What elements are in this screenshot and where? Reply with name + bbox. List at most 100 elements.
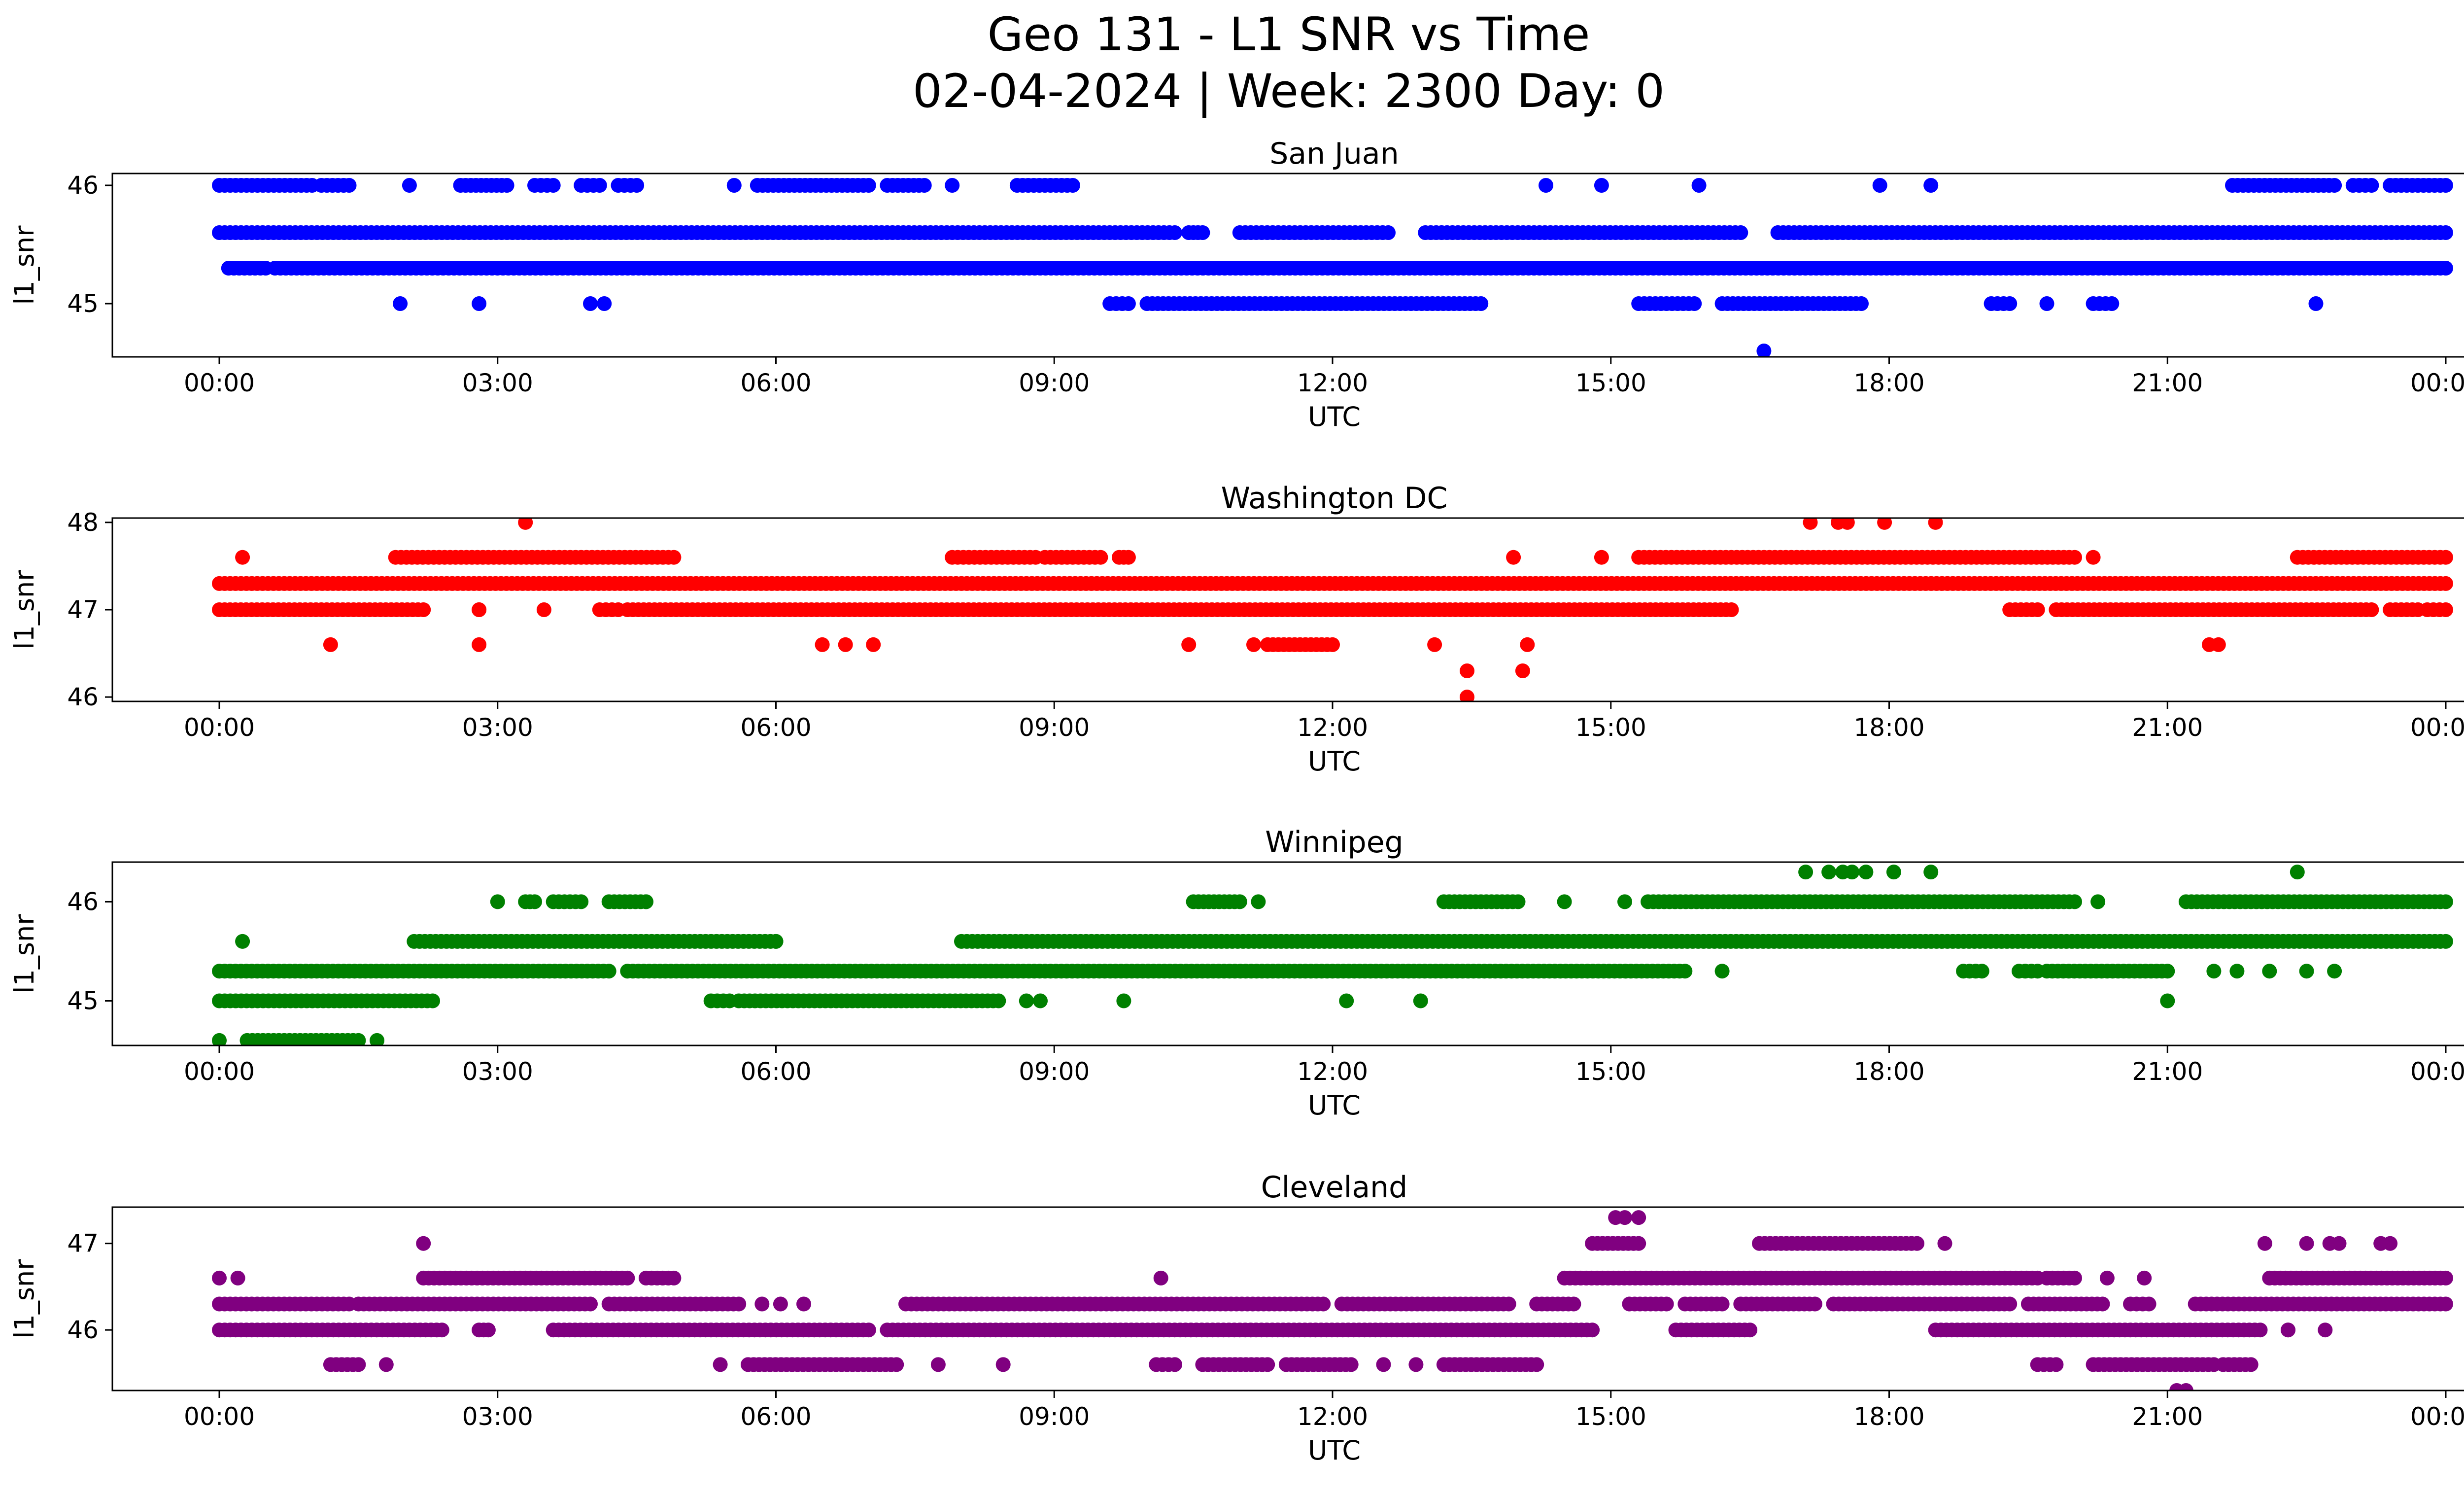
data-points	[212, 178, 2453, 357]
data-point	[2318, 1322, 2333, 1338]
data-point	[1798, 865, 1814, 880]
data-point	[1033, 993, 1048, 1008]
data-point	[1232, 894, 1247, 909]
x-tick-label: 03:00	[462, 369, 533, 397]
data-point	[235, 934, 250, 949]
data-point	[1923, 865, 1939, 880]
data-point	[416, 1236, 431, 1251]
data-point	[2438, 178, 2453, 193]
x-tick-label: 15:00	[1575, 1057, 1646, 1086]
data-point	[2039, 296, 2054, 311]
data-point	[472, 637, 487, 652]
x-tick-label: 00:00	[2410, 1402, 2464, 1431]
x-axis-label: UTC	[1308, 401, 1361, 432]
data-point	[583, 296, 598, 311]
data-point	[2438, 1296, 2453, 1312]
data-point	[1473, 296, 1489, 311]
subplot-3: Cleveland 00:00 03:00 06:00 09:00 12:00 15:00 1…	[9, 1170, 2464, 1466]
data-point	[1714, 1296, 1730, 1312]
x-tick-label: 09:00	[1019, 713, 1090, 742]
data-point	[1714, 964, 1730, 979]
data-point	[370, 1033, 384, 1045]
x-tick-label: 09:00	[1019, 1402, 1090, 1431]
data-point	[2229, 964, 2245, 979]
data-point	[1515, 663, 1530, 678]
x-tick-label: 03:00	[462, 1057, 533, 1086]
x-tick-label: 12:00	[1297, 713, 1368, 742]
data-point	[2160, 993, 2175, 1008]
data-point	[1872, 178, 1887, 193]
data-point	[1677, 964, 1693, 979]
y-tick-label: 48	[67, 508, 99, 537]
x-tick-label: 15:00	[1575, 1402, 1646, 1431]
data-point	[212, 1033, 227, 1045]
data-point	[2331, 1236, 2347, 1251]
data-point	[2257, 1236, 2272, 1251]
data-point	[1724, 602, 1739, 617]
data-point	[2206, 964, 2222, 979]
data-point	[1691, 178, 1707, 193]
data-point	[861, 178, 876, 193]
subplot-0: San Juan 00:00 03:00 06:00 09:00 12:00 15:00 18…	[9, 137, 2464, 432]
data-point	[638, 894, 653, 909]
data-point	[1343, 1357, 1359, 1372]
data-point	[1539, 178, 1553, 193]
data-point	[1153, 1270, 1168, 1286]
x-tick-label: 12:00	[1297, 1057, 1368, 1086]
data-point	[2067, 550, 2082, 565]
data-point	[2308, 296, 2324, 311]
x-tick-label: 21:00	[2132, 713, 2203, 742]
data-point	[472, 602, 487, 617]
data-point	[393, 296, 408, 311]
data-point	[773, 1296, 788, 1312]
data-point	[2364, 602, 2379, 617]
data-point	[1325, 637, 1340, 652]
data-point	[2299, 1236, 2314, 1251]
data-point	[2438, 934, 2453, 949]
data-point	[402, 178, 417, 193]
y-tick-label: 47	[67, 595, 99, 624]
data-point	[1501, 1296, 1516, 1312]
y-tick-label: 46	[67, 887, 99, 916]
data-point	[2049, 1357, 2064, 1372]
data-point	[480, 1322, 496, 1338]
data-point	[212, 1270, 227, 1286]
data-point	[342, 178, 357, 193]
data-point	[2178, 1383, 2193, 1391]
data-point	[768, 934, 784, 949]
x-tick-label: 00:00	[184, 1057, 255, 1086]
data-point	[1506, 550, 1521, 565]
data-point	[546, 178, 561, 193]
data-point	[434, 1322, 449, 1338]
data-point	[2090, 894, 2106, 909]
x-tick-label: 21:00	[2132, 1057, 2203, 1086]
y-tick-label: 46	[67, 683, 99, 711]
data-point	[995, 1357, 1011, 1372]
data-point	[1065, 178, 1080, 193]
data-point	[620, 1270, 635, 1286]
data-point	[592, 178, 607, 193]
x-tick-label: 09:00	[1019, 1057, 1090, 1086]
data-point	[2211, 637, 2226, 652]
x-tick-label: 18:00	[1853, 1402, 1924, 1431]
x-tick-label: 21:00	[2132, 369, 2203, 397]
data-point	[597, 296, 612, 311]
x-tick-label: 00:00	[184, 369, 255, 397]
x-axis-label: UTC	[1308, 1435, 1361, 1466]
data-point	[601, 964, 616, 979]
data-point	[889, 1357, 904, 1372]
data-point	[527, 894, 542, 909]
data-point	[2438, 602, 2453, 617]
data-point	[1631, 1236, 1646, 1251]
data-point	[1854, 296, 1869, 311]
data-point	[1381, 225, 1396, 240]
data-point	[796, 1296, 811, 1312]
data-point	[1460, 663, 1474, 678]
data-point	[731, 1296, 747, 1312]
data-point	[1376, 1357, 1391, 1372]
data-point	[1520, 637, 1535, 652]
data-point	[2002, 296, 2018, 311]
data-point	[991, 993, 1006, 1008]
data-point	[1733, 225, 1748, 240]
x-tick-label: 18:00	[1853, 1057, 1924, 1086]
